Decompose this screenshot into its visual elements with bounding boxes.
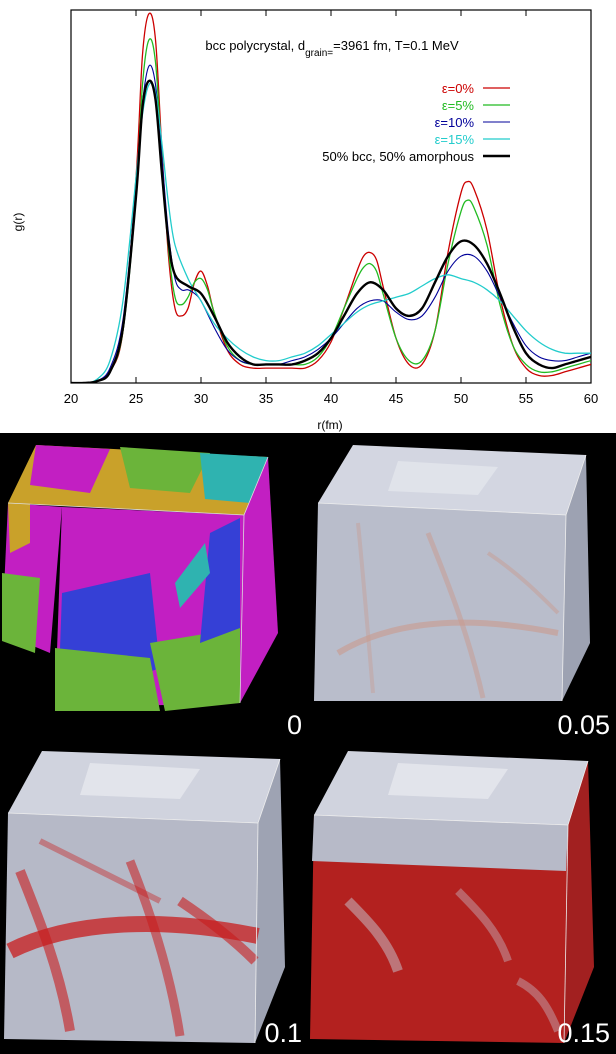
x-tick-label-0: 20 xyxy=(64,391,78,406)
series-line-4 xyxy=(71,79,591,383)
rdf-chart: 20 25 30 35 40 45 50 55 60 bcc polycrystal, dgra… xyxy=(11,9,598,432)
panel-strain-0: 0 xyxy=(0,433,308,741)
series-line-1 xyxy=(71,38,591,383)
grain-cube-image xyxy=(2,445,278,711)
series-layer xyxy=(71,12,591,383)
x-axis-ticks: 20 25 30 35 40 45 50 55 60 xyxy=(64,10,598,406)
x-tick-label-3: 35 xyxy=(259,391,273,406)
legend-entry-label-0: ε=0% xyxy=(442,81,475,96)
x-tick-label-4: 40 xyxy=(324,391,338,406)
chart-title: bcc polycrystal, dgrain==3961 fm, T=0.1 … xyxy=(205,38,459,59)
panel-strain-0.1: 0.1 xyxy=(0,741,308,1049)
series-line-0 xyxy=(71,12,591,383)
x-tick-label-6: 50 xyxy=(454,391,468,406)
legend-entry-label-3: ε=15% xyxy=(435,132,475,147)
panel-strain-0.05: 0.05 xyxy=(308,433,616,741)
series-line-2 xyxy=(71,64,591,383)
legend-entry-label-2: ε=10% xyxy=(435,115,475,130)
x-tick-label-2: 30 xyxy=(194,391,208,406)
panel-label: 0.1 xyxy=(264,1018,302,1048)
legend-entry-label-4: 50% bcc, 50% amorphous xyxy=(322,149,474,164)
x-axis-label: r(fm) xyxy=(317,418,342,432)
x-tick-label-8: 60 xyxy=(584,391,598,406)
series-line-3 xyxy=(71,82,591,383)
panel-label: 0.05 xyxy=(557,710,610,740)
panel-label: 0.15 xyxy=(557,1018,610,1048)
x-tick-label-7: 55 xyxy=(519,391,533,406)
x-tick-label-5: 45 xyxy=(389,391,403,406)
panel-label: 0 xyxy=(286,710,302,740)
panel-strain-0.15: 0.15 xyxy=(308,741,616,1049)
chart-title-subscript: grain= xyxy=(305,48,333,59)
legend-entry-label-1: ε=5% xyxy=(442,98,475,113)
chart-title-rest: =3961 fm, T=0.1 MeV xyxy=(333,38,459,53)
y-axis-label: g(r) xyxy=(11,213,25,232)
simulation-panels: 0 0.05 0.1 xyxy=(0,433,616,1049)
white-cube-image xyxy=(314,445,590,702)
rdf-chart-area: 20 25 30 35 40 45 50 55 60 bcc polycrystal, dgra… xyxy=(0,0,616,433)
x-tick-label-1: 25 xyxy=(129,391,143,406)
red-cube-image-low xyxy=(4,751,285,1044)
legend: ε=0% ε=5% ε=10% ε=15% 50% bcc, 50% amorphous xyxy=(322,81,510,164)
red-cube-image-high xyxy=(310,751,594,1044)
chart-title-main: bcc polycrystal, d xyxy=(205,38,305,53)
